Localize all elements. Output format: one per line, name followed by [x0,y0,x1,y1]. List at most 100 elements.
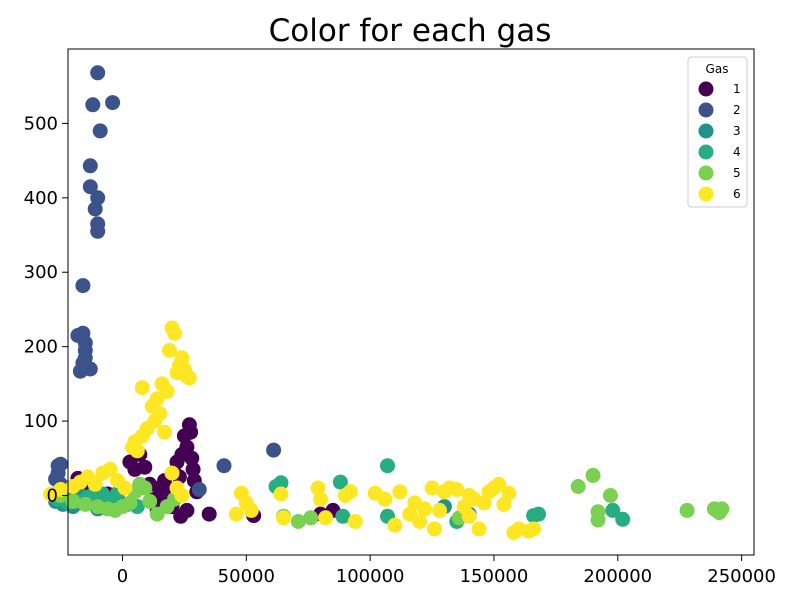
point-gas-6-71 [526,521,542,537]
point-gas-5-19 [570,479,586,494]
point-gas-6-15 [134,380,150,396]
legend-marker-2 [698,102,714,118]
point-gas-6-46 [347,514,363,529]
point-gas-2-18 [72,363,88,379]
point-gas-6-57 [449,482,465,497]
series-6 [43,320,542,541]
y-tick-label: 200 [24,337,58,358]
point-gas-6-66 [496,496,512,512]
point-gas-6-72 [461,508,477,524]
point-gas-2-26 [191,482,207,497]
point-gas-5-10 [137,480,153,496]
point-gas-6-48 [377,491,393,507]
point-gas-1-31 [201,506,217,522]
point-gas-2-0 [90,65,106,81]
legend-label-1: 1 [733,82,741,96]
point-gas-1-8 [137,459,153,475]
point-gas-2-5 [82,179,98,195]
point-gas-6-50 [392,484,408,500]
y-tick-label: 300 [24,262,58,283]
point-gas-5-11 [142,493,158,509]
point-gas-4-18 [531,506,546,522]
point-gas-6-40 [276,510,291,526]
point-gas-2-4 [82,158,98,174]
point-gas-6-43 [318,510,334,526]
legend-items: 1 2 3 4 5 6 [698,81,741,202]
point-gas-4-13 [332,474,348,490]
point-gas-2-2 [85,97,101,113]
y-tick-label: 0 [47,485,58,506]
point-gas-4-21 [335,508,351,524]
legend-label-2: 2 [733,103,741,117]
point-gas-1-22 [184,450,200,466]
point-gas-5-24 [679,502,695,518]
point-gas-6-12 [129,443,145,459]
point-gas-6-41 [310,480,326,496]
point-gas-5-22 [590,512,606,528]
series-5 [53,467,730,529]
point-gas-6-38 [243,502,259,518]
legend-marker-6 [698,186,714,202]
point-gas-6-75 [402,506,418,522]
point-gas-6-45 [342,484,358,500]
legend-label-6: 6 [733,187,741,201]
point-gas-6-23 [167,325,182,341]
point-gas-6-29 [181,370,197,386]
point-gas-1-27 [179,502,195,518]
point-gas-6-9 [117,480,133,496]
point-gas-6-73 [432,502,447,518]
point-gas-6-54 [427,521,442,537]
legend-title: Gas [706,62,729,76]
legend-label-5: 5 [733,166,741,180]
point-gas-6-34 [174,488,190,503]
points-layer [43,65,730,541]
point-gas-5-2 [77,496,93,512]
legend-marker-5 [698,165,714,181]
legend-marker-4 [698,144,714,160]
plot-frame [67,48,755,556]
point-gas-2-6 [90,190,106,206]
y-tick-label: 500 [24,113,58,134]
legend-label-3: 3 [733,124,741,138]
point-gas-2-24 [216,458,232,474]
legend-marker-3 [698,123,714,139]
point-gas-5-17 [303,510,319,526]
point-gas-6-20 [159,383,175,399]
point-gas-5-28 [714,501,730,517]
point-gas-6-5 [87,476,103,492]
point-gas-6-35 [228,506,244,522]
legend: Gas 1 2 3 4 5 6 [687,56,748,208]
chart-title: Color for each gas [269,13,552,49]
point-gas-1-19 [179,439,195,455]
x-tick-label: 200000 [583,566,652,587]
x-tick-label: 100000 [336,566,405,587]
point-gas-6-61 [471,521,487,537]
legend-marker-1 [698,81,714,97]
point-gas-4-14 [380,458,395,474]
point-gas-6-39 [273,486,289,502]
point-gas-2-1 [105,95,121,111]
point-gas-6-1 [53,482,69,497]
point-gas-6-67 [501,485,517,501]
point-gas-2-9 [90,223,106,239]
y-tick-label: 100 [24,411,58,432]
y-axis: 0 100 200 300 400 500 [24,113,68,506]
point-gas-5-20 [585,467,601,483]
point-gas-6-21 [162,342,177,358]
point-gas-6-53 [424,480,440,496]
point-gas-5-16 [290,514,306,529]
x-tick-label: 0 [117,566,128,587]
series-2 [48,65,282,497]
point-gas-6-74 [417,501,433,517]
x-axis: 0 50000 100000 150000 200000 250000 [117,555,776,587]
point-gas-5-23 [602,488,618,503]
point-gas-2-10 [75,278,91,294]
point-gas-4-19 [605,502,621,518]
x-tick-label: 250000 [707,566,776,587]
x-tick-label: 50000 [218,566,275,587]
point-gas-6-32 [164,465,180,481]
point-gas-1-21 [183,424,199,440]
point-gas-2-7 [87,201,103,217]
point-gas-1-23 [185,461,201,477]
